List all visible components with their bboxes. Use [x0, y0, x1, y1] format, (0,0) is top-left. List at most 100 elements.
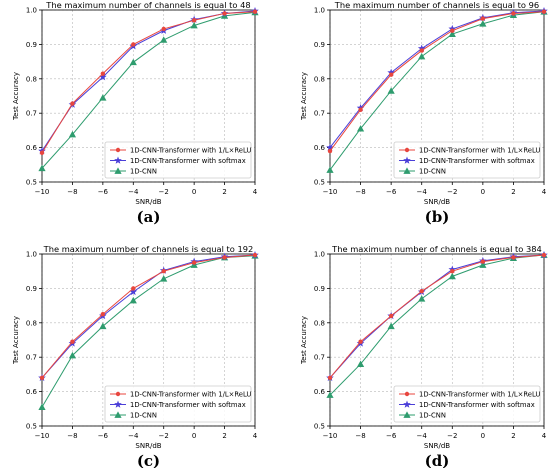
series-line: [329, 254, 545, 379]
data-point: [161, 269, 166, 274]
data-point: [38, 164, 46, 172]
legend-swatch-marker: [114, 167, 122, 174]
y-tick-label: 0.5: [314, 179, 325, 187]
legend-label: 1D-CNN-Transformer with 1/L×ReLU: [419, 391, 540, 399]
series-line: [41, 254, 256, 379]
y-tick-label: 0.7: [26, 354, 37, 362]
data-point: [417, 44, 426, 52]
y-tick-label: 1.0: [314, 7, 325, 15]
chart-panel-1: −10 −8 −6 −4 −2 0 2 4 0.5 0.6 0.7 0.8 0.9 1.0 The maxi…: [300, 0, 548, 226]
y-axis-label: Test Accuracy: [300, 316, 308, 365]
y-tick-label: 0.9: [314, 41, 325, 49]
series-line: [41, 254, 256, 379]
data-point: [129, 287, 138, 296]
chart-title: The maximum number of channels is equal …: [331, 244, 542, 254]
legend-box: [104, 385, 252, 423]
y-tick-label: 0.6: [26, 144, 38, 152]
x-tick-label: 0: [192, 432, 196, 440]
legend-label: 1D-CNN-Transformer with softmax: [130, 157, 246, 165]
chart-panel-0: −10 −8 −6 −4 −2 0 2 4 0.5 0.6 0.7 0.8 0.9 1.0 The maxi…: [12, 0, 259, 226]
data-point: [191, 260, 197, 265]
y-tick-label: 0.8: [26, 319, 37, 327]
series-0: [327, 9, 547, 154]
chart-panel-3: −10 −8 −6 −4 −2 0 2 4 0.5 0.6 0.7 0.8 0.9 1.0 The maxi…: [300, 244, 548, 468]
legend-box: [393, 385, 541, 423]
data-point: [39, 375, 45, 381]
data-point: [448, 30, 456, 37]
data-point: [326, 143, 334, 151]
data-point: [99, 73, 107, 81]
data-point: [252, 252, 258, 258]
x-tick-label: −8: [355, 188, 365, 196]
y-tick-label: 0.5: [26, 179, 37, 187]
series-0: [327, 252, 547, 381]
figure-caption: (a): [137, 208, 161, 226]
data-point: [99, 94, 107, 101]
data-point: [327, 375, 333, 381]
data-point: [479, 20, 487, 27]
data-point: [100, 312, 106, 317]
legend-label: 1D-CNN-Transformer with 1/L×ReLU: [130, 391, 251, 399]
data-point: [541, 252, 547, 258]
series-line: [329, 11, 545, 152]
chart-panel-2: −10 −8 −6 −4 −2 0 2 4 0.5 0.6 0.7 0.8 0.9 1.0 The maxi…: [12, 244, 259, 468]
y-tick-label: 0.5: [26, 423, 37, 431]
data-point: [68, 130, 77, 138]
series-2: [326, 251, 548, 398]
data-point: [388, 72, 394, 77]
legend-label: 1D-CNN-Transformer with softmax: [130, 401, 246, 409]
series-0: [39, 9, 258, 155]
series-line: [41, 10, 256, 152]
plot-frame: [329, 253, 545, 427]
data-point: [387, 87, 395, 94]
data-point: [541, 9, 547, 14]
series-1: [38, 251, 259, 382]
legend-box: [393, 141, 541, 179]
y-tick-label: 1.0: [26, 251, 37, 259]
series-line: [41, 11, 256, 154]
data-point: [450, 269, 455, 274]
legend-label: 1D-CNN: [130, 168, 157, 176]
data-point: [358, 339, 363, 344]
data-point: [100, 71, 106, 76]
data-point: [326, 166, 334, 173]
data-point: [418, 295, 426, 302]
y-tick-label: 1.0: [314, 251, 325, 259]
legend: 1D-CNN-Transformer with 1/L×ReLU 1D-CNN-T…: [104, 385, 252, 423]
y-tick-label: 0.9: [26, 41, 37, 49]
x-tick-label: 2: [222, 188, 226, 196]
legend-label: 1D-CNN: [130, 412, 157, 420]
data-point: [387, 68, 395, 76]
x-axis-label: SNR/dB: [424, 442, 450, 450]
figure-caption: (b): [425, 208, 450, 226]
data-point: [326, 391, 334, 398]
x-tick-label: −10: [35, 188, 50, 196]
data-point: [511, 11, 516, 16]
x-tick-label: −8: [67, 188, 77, 196]
legend-swatch-marker: [115, 391, 121, 397]
y-tick-label: 0.9: [26, 285, 37, 293]
data-point: [70, 101, 75, 106]
y-tick-label: 0.6: [314, 388, 326, 396]
x-tick-label: 4: [542, 188, 547, 196]
series-line: [41, 11, 256, 169]
legend-swatch-marker: [115, 147, 121, 153]
legend: 1D-CNN-Transformer with 1/L×ReLU 1D-CNN-T…: [393, 141, 541, 179]
data-point: [479, 261, 487, 268]
x-tick-label: 2: [222, 432, 226, 440]
x-tick-label: −6: [98, 188, 109, 196]
chart-title: The maximum number of channels is equal …: [43, 244, 254, 254]
series-line: [329, 254, 545, 396]
legend-label: 1D-CNN-Transformer with softmax: [419, 401, 535, 409]
data-point: [191, 18, 197, 23]
y-tick-label: 0.9: [314, 285, 325, 293]
legend-swatch-marker: [403, 411, 411, 418]
data-point: [358, 107, 363, 112]
data-point: [222, 255, 227, 260]
legend: 1D-CNN-Transformer with 1/L×ReLU 1D-CNN-T…: [393, 385, 541, 423]
data-point: [129, 58, 137, 66]
data-point: [38, 403, 46, 410]
x-axis-label: SNR/dB: [424, 198, 450, 206]
x-tick-label: −10: [323, 432, 338, 440]
